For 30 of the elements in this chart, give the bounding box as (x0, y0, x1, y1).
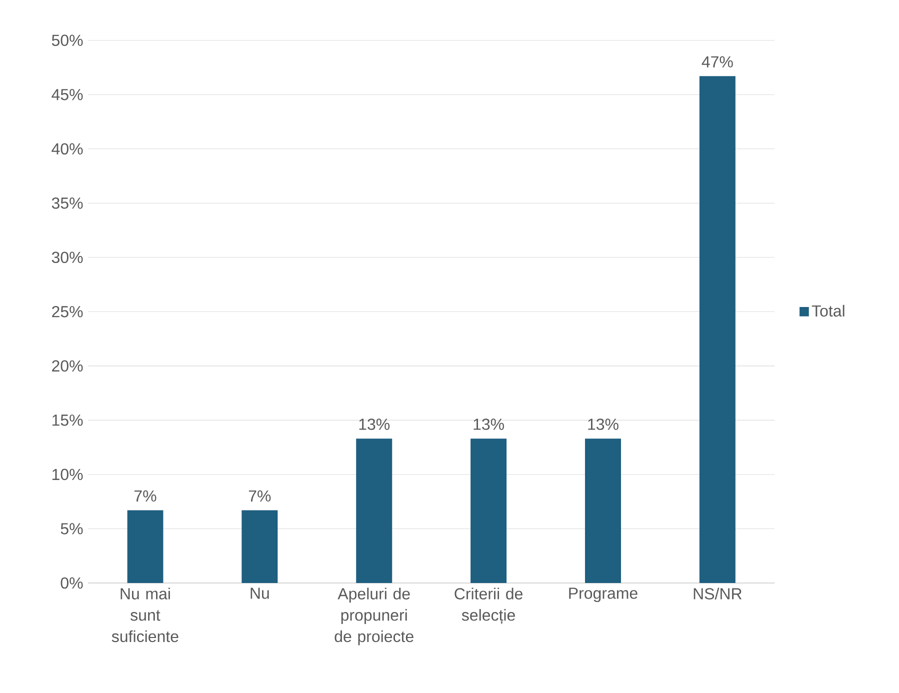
x-tick-label: Programe (569, 588, 638, 602)
y-tick-label: 15% (52, 414, 83, 426)
data-label: 13% (359, 418, 390, 430)
bar (356, 438, 392, 583)
y-tick-label: 45% (52, 88, 83, 100)
data-label: 7% (248, 490, 271, 502)
data-label: 13% (474, 418, 504, 430)
y-tick-label: 10% (52, 468, 83, 480)
bar (699, 76, 736, 583)
y-tick-label: 5% (60, 523, 83, 534)
y-tick-label: 35% (52, 197, 83, 209)
y-tick-label: 0% (60, 577, 83, 589)
bar (585, 438, 621, 583)
x-tick-label: Nu mai sunt suficiente (112, 588, 178, 642)
legend-label: Total (812, 304, 844, 317)
bar (127, 510, 164, 583)
x-tick-label: Nu (250, 588, 269, 599)
x-tick-label: Apeluri de propuneri de proiecte (334, 588, 414, 646)
y-tick-label: 20% (52, 360, 83, 372)
y-tick-label: 30% (52, 252, 83, 264)
bar (470, 438, 507, 583)
data-label: 13% (588, 418, 618, 430)
data-label: 7% (134, 490, 156, 502)
bar (242, 510, 278, 583)
x-tick-label: Criterii de selecție (454, 588, 522, 624)
y-tick-label: 40% (52, 143, 83, 155)
y-tick-label: 50% (52, 34, 83, 46)
y-tick-label: 25% (52, 306, 83, 318)
x-tick-label: NS/NR (694, 588, 742, 600)
data-label: 47% (702, 56, 733, 68)
